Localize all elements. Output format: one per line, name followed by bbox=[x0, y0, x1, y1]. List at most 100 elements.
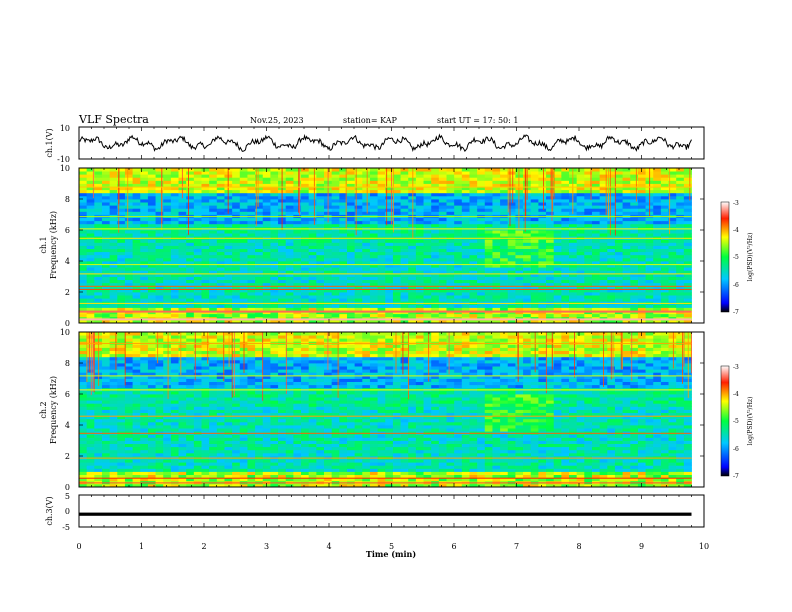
ch1-spectrogram-cell bbox=[683, 319, 692, 323]
ch1-spectrogram-cell bbox=[163, 307, 172, 311]
ch1-spectrogram-cell bbox=[561, 304, 570, 308]
ch1-spectrogram-cell bbox=[163, 211, 172, 215]
ch1-spectrogram-cell bbox=[101, 183, 111, 187]
ch1-spectrogram-cell bbox=[530, 233, 539, 237]
ch1-spectrogram-cell bbox=[155, 177, 164, 181]
ch2-spectrogram-cell bbox=[178, 465, 187, 469]
ch1-spectrogram-cell bbox=[331, 282, 340, 287]
ch1-spectrogram-cell bbox=[255, 295, 264, 299]
ch1-spectrogram-cell bbox=[500, 233, 509, 237]
ch1-spectrogram-cell bbox=[599, 298, 608, 302]
ch1-spectrogram-cell bbox=[209, 195, 218, 200]
ch2-spectrogram-cell bbox=[507, 465, 516, 469]
ch2-spectrogram-cell bbox=[622, 465, 631, 469]
ch1-spectrogram-cell bbox=[193, 267, 202, 271]
ch1-spectrogram-cell bbox=[484, 168, 493, 172]
ch1-spectrogram-cell bbox=[591, 295, 601, 299]
ch1-spectrogram-cell bbox=[193, 251, 202, 256]
ch1-spectrogram-cell bbox=[301, 177, 310, 181]
ch1-spectrogram-cell bbox=[423, 254, 432, 259]
ch1-spectrogram-cell bbox=[201, 217, 210, 222]
ch1-spectrogram-cell bbox=[668, 261, 677, 265]
ch1-spectrogram-cell bbox=[461, 211, 470, 215]
ch1-spectrogram-cell bbox=[232, 199, 241, 203]
ch1-spectrogram-cell bbox=[339, 217, 348, 222]
ch1-spectrogram-cell bbox=[653, 273, 662, 277]
ch1-spectrogram-line bbox=[79, 302, 692, 304]
ch2-spectrogram-cell bbox=[147, 465, 156, 469]
ch1-spectrogram-cell bbox=[584, 180, 593, 184]
ch1-spectrogram-cell bbox=[607, 208, 616, 212]
ch1-spectrogram-cell bbox=[438, 195, 447, 200]
ch1-spectrogram-cell bbox=[538, 220, 547, 225]
ch1-spectrogram-cell bbox=[262, 270, 271, 274]
ch1-spectrogram-streak bbox=[635, 168, 637, 202]
ch2-spectrogram-cell bbox=[362, 471, 371, 475]
ch1-spectrogram-cell bbox=[362, 254, 371, 259]
ch1-spectrogram-cell bbox=[132, 248, 141, 253]
ch1-spectrogram-cell bbox=[255, 267, 264, 271]
ch2-spectrogram-cell bbox=[576, 474, 585, 479]
ch1-spectrogram-cell bbox=[385, 199, 394, 203]
ch1-spectrogram-cell bbox=[584, 270, 593, 274]
ch1-spectrogram-cell bbox=[362, 257, 371, 262]
ch1-spectrogram-cell bbox=[331, 183, 340, 187]
ch1-spectrogram-cell bbox=[255, 304, 264, 308]
ch1-spectrogram-cell bbox=[247, 295, 256, 299]
ch1-spectrogram-cell bbox=[676, 319, 685, 323]
ch1-spectrogram-cell bbox=[599, 233, 608, 237]
ch1-spectrogram-cell bbox=[109, 168, 118, 172]
y-tick-label: 8 bbox=[65, 195, 70, 204]
ch1-spectrogram-cell bbox=[546, 319, 555, 323]
ch1-spectrogram-cell bbox=[431, 273, 440, 277]
ch1-spectrogram-cell bbox=[637, 208, 646, 212]
ch2-spectrogram-cell bbox=[232, 471, 241, 475]
ch1-spectrogram-cell bbox=[270, 304, 279, 308]
ch1-spectrogram-cell bbox=[377, 195, 386, 200]
ch1-spectrogram-cell bbox=[140, 248, 149, 253]
ch1-spectrogram-cell bbox=[415, 205, 424, 209]
ch1-spectrogram-cell bbox=[392, 233, 401, 237]
ch1-spectrogram-cell bbox=[331, 192, 340, 197]
ch1-spectrogram-cell bbox=[392, 230, 401, 234]
ch1-spectrogram-cell bbox=[561, 208, 570, 212]
ch1-spectrogram-cell bbox=[400, 257, 409, 262]
ch2-spectrogram-cell bbox=[469, 483, 478, 487]
y-tick-label: 0 bbox=[65, 319, 70, 328]
ch2-spectrogram-cell bbox=[147, 471, 156, 475]
ch1-spectrogram-cell bbox=[507, 257, 516, 262]
ch1-spectrogram-cell bbox=[630, 261, 639, 265]
ch1-spectrogram-cell bbox=[469, 267, 478, 271]
ch1-spectrogram-cell bbox=[653, 285, 662, 290]
ch1-spectrogram-cell bbox=[339, 304, 348, 308]
ch1-spectrogram-cell bbox=[477, 202, 486, 206]
ch1-spectrogram-cell bbox=[591, 245, 601, 249]
ch1-spectrogram-cell bbox=[109, 251, 118, 256]
ch1-spectrogram-cell bbox=[117, 273, 126, 277]
ch2-spectrogram-cell bbox=[339, 468, 348, 472]
ch1-spectrogram-cell bbox=[454, 186, 463, 191]
ch1-spectrogram-cell bbox=[408, 276, 417, 280]
ch1-spectrogram-cell bbox=[515, 257, 524, 262]
ch2-spectrogram-cell bbox=[492, 462, 501, 466]
ch1-spectrogram-cell bbox=[178, 295, 187, 299]
ch2-spectrogram-cell bbox=[346, 468, 356, 472]
ch2-spectrogram-cell bbox=[193, 465, 202, 469]
ch1-spectrogram-cell bbox=[346, 319, 356, 323]
ch1-spectrogram-cell bbox=[339, 251, 348, 256]
ch1-spectrogram-cell bbox=[124, 267, 133, 271]
ch1-spectrogram-cell bbox=[285, 195, 294, 200]
ch1-spectrogram-cell bbox=[668, 276, 677, 280]
ch1-spectrogram-cell bbox=[377, 183, 386, 187]
ch1-spectrogram-cell bbox=[86, 276, 95, 280]
ch1-spectrogram-cell bbox=[155, 180, 164, 184]
ch1-spectrogram-cell bbox=[163, 202, 172, 206]
ch1-spectrogram-cell bbox=[201, 199, 210, 203]
ch1-spectrogram-cell bbox=[576, 168, 585, 172]
ch1-spectrogram-cell bbox=[377, 239, 386, 243]
ch2-spectrogram-cell bbox=[683, 471, 692, 475]
ch1-spectrogram-cell bbox=[301, 295, 310, 299]
ch1-spectrogram-cell bbox=[209, 189, 218, 194]
ch1-spectrogram-cell bbox=[653, 261, 662, 265]
ch1-spectrogram-cell bbox=[683, 282, 692, 287]
